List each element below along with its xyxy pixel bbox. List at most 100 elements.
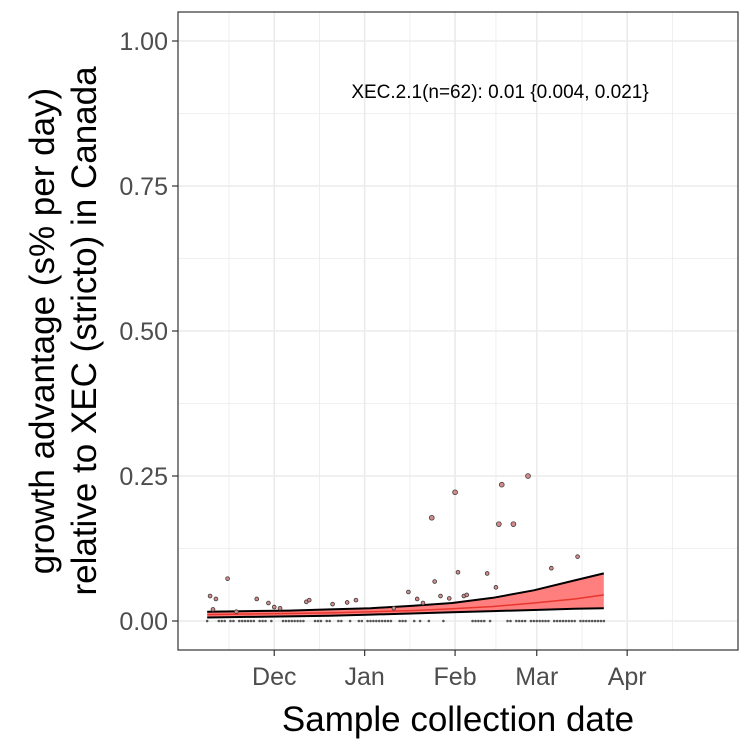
zero-point [246, 619, 250, 623]
data-point [493, 585, 499, 590]
zero-point [383, 619, 387, 623]
data-point [446, 596, 452, 601]
zero-point [599, 619, 603, 623]
zero-point [517, 619, 521, 623]
data-point [428, 514, 435, 521]
data-point [225, 576, 230, 581]
zero-point [389, 619, 393, 623]
y-axis-ticks: 0.00 0.25 0.50 0.75 1.00 [119, 28, 178, 636]
zero-point [369, 619, 372, 623]
x-tick-label: Mar [515, 663, 558, 691]
zero-point [567, 619, 571, 623]
zero-point [296, 619, 299, 623]
zero-point [316, 619, 320, 623]
data-point [498, 481, 505, 488]
data-point [438, 593, 443, 599]
data-point [510, 521, 517, 527]
data-point [590, 619, 594, 623]
data-point [271, 604, 277, 610]
data-point [391, 605, 397, 611]
zero-point [375, 619, 378, 623]
zero-point [532, 619, 536, 623]
data-point [484, 571, 490, 576]
data-points [205, 473, 606, 623]
zero-point [264, 619, 267, 623]
data-point [207, 593, 213, 599]
data-point [353, 597, 359, 603]
zero-point [366, 619, 369, 623]
zero-point [229, 619, 232, 623]
data-point [232, 619, 235, 623]
zero-point [488, 619, 492, 623]
zero-point [480, 619, 483, 623]
zero-point [377, 619, 381, 623]
data-point [277, 605, 283, 611]
zero-point [538, 619, 541, 623]
zero-point [442, 619, 445, 623]
zero-point [573, 619, 576, 623]
zero-point [380, 619, 384, 623]
major-gridlines [178, 12, 738, 650]
data-point [344, 600, 350, 605]
data-point [330, 601, 335, 607]
zero-point [386, 619, 390, 623]
zero-point [561, 619, 565, 623]
zero-point [544, 619, 547, 623]
data-point [420, 600, 426, 606]
zero-point [555, 619, 559, 623]
zero-point [471, 619, 474, 623]
zero-point [506, 619, 509, 623]
growth-annotation: XEC.2.1(n=62): 0.01 {0.004, 0.021} [351, 82, 648, 103]
zero-point [474, 619, 477, 623]
zero-point [328, 619, 331, 623]
ribbon-lower-edge [207, 607, 604, 619]
zero-point [299, 619, 302, 623]
zero-point [287, 619, 291, 623]
zero-point [223, 619, 226, 623]
zero-point [237, 619, 241, 623]
x-tick-label: Feb [434, 663, 477, 691]
zero-point [520, 619, 524, 623]
x-axis-title: Sample collection date [282, 700, 634, 739]
zero-point [261, 619, 264, 623]
ribbon-upper-edge [207, 572, 605, 613]
zero-point [319, 619, 323, 623]
zero-point [372, 619, 375, 623]
y-tick-label: 0.50 [119, 318, 168, 346]
zero-point [558, 619, 562, 623]
zero-point [529, 619, 533, 623]
data-point [240, 619, 244, 623]
zero-point [293, 619, 296, 623]
data-point [266, 600, 271, 606]
zero-point [427, 619, 431, 623]
data-point [452, 489, 458, 496]
y-tick-label: 0.75 [119, 173, 168, 201]
data-point [210, 607, 216, 612]
zero-point [579, 619, 582, 623]
data-point [406, 589, 411, 595]
zero-point [325, 619, 329, 623]
zero-point [302, 619, 305, 623]
data-point [220, 619, 224, 623]
data-point [254, 596, 260, 602]
zero-point [570, 619, 574, 623]
data-point [213, 596, 219, 602]
zero-point [412, 619, 416, 623]
zero-point [585, 619, 588, 623]
data-point [455, 569, 461, 575]
y-tick-label: 0.25 [119, 463, 168, 491]
x-tick-label: Apr [608, 663, 647, 691]
y-axis-title-line-1: growth advantage (s% per day) [23, 88, 62, 574]
zero-point [337, 619, 340, 623]
zero-point [249, 619, 253, 623]
data-point [306, 597, 312, 603]
y-tick-label: 0.00 [119, 608, 168, 636]
zero-point [284, 619, 288, 623]
zero-point [541, 619, 544, 623]
zero-point [509, 619, 512, 623]
data-point [234, 609, 239, 615]
zero-point [552, 619, 556, 623]
data-point [464, 592, 470, 598]
zero-point [602, 619, 606, 623]
zero-point [596, 619, 600, 623]
